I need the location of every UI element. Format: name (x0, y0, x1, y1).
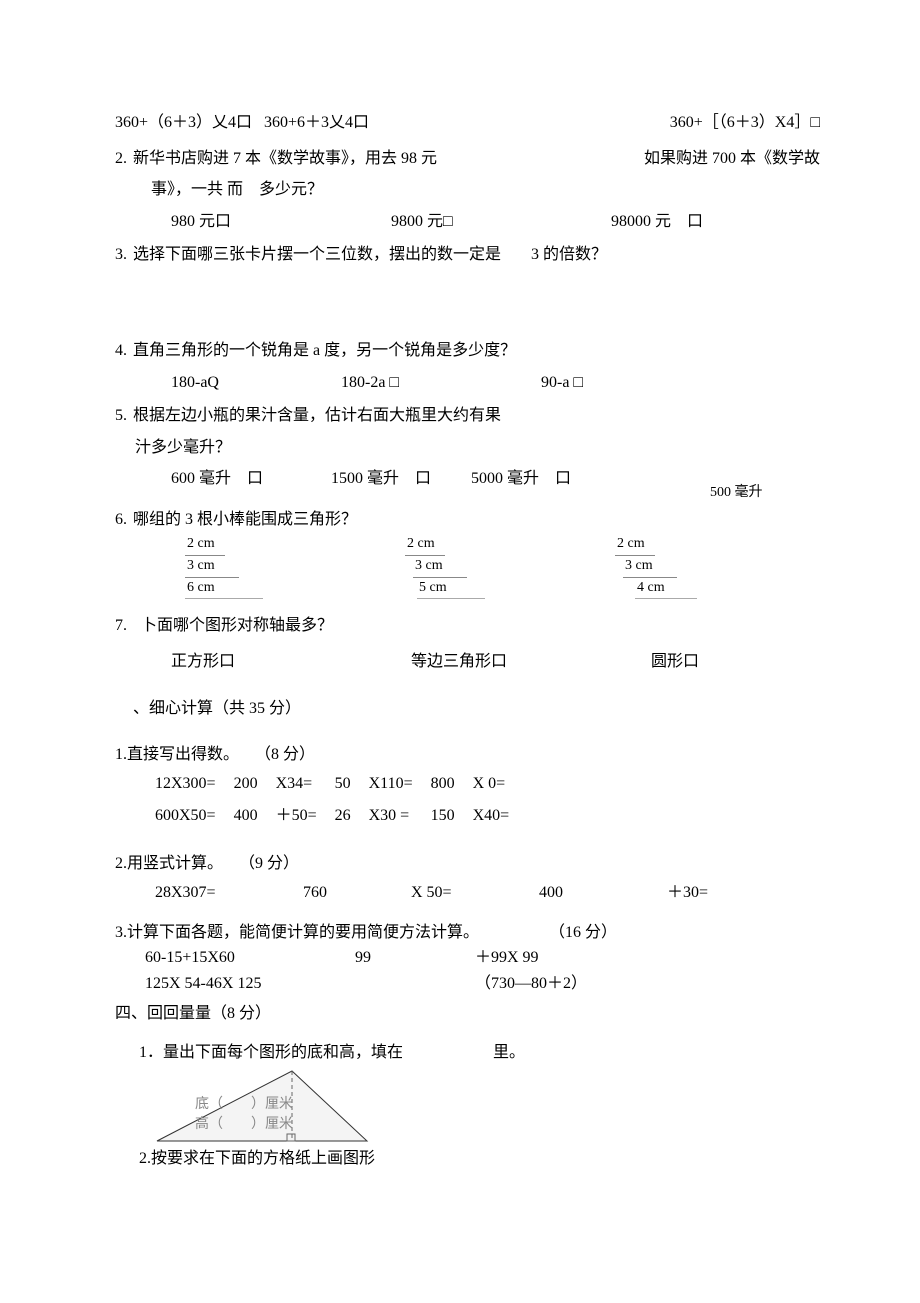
q6-group-3[interactable]: 2 cm 3 cm 4 cm (615, 534, 697, 599)
s3-p2-head: 2.用竖式计算。 （9 分） (115, 851, 820, 877)
q2-number: 2. (115, 146, 127, 172)
s3-p3-r1c: ＋99X 99 (475, 945, 539, 971)
q3-text-a: 选择下面哪三张卡片摆一个三位数，摆出的数一定是 (133, 242, 501, 268)
q5-number: 5. (115, 403, 127, 429)
q4-option-b[interactable]: 180-2a □ (341, 370, 541, 396)
q7-option-c[interactable]: 圆形口 (651, 649, 699, 675)
q6-g3-a: 2 cm (615, 534, 655, 556)
q5-text-line1: 根据左边小瓶的果汁含量，估计右面大瓶里大约有果 (133, 403, 501, 429)
q5-option-a[interactable]: 600 毫升 口 (171, 466, 331, 504)
cell: ＋30= (659, 878, 716, 908)
q4-number: 4. (115, 338, 127, 364)
q2-text-line1a: 新华书店购进 7 本《数学故事》，用去 98 元 (133, 146, 437, 172)
q3-number: 3. (115, 242, 127, 268)
q6: 6. 哪组的 3 根小棒能围成三角形？ (115, 507, 820, 533)
cell: X 50= (403, 878, 529, 908)
cell: X110= (361, 769, 421, 799)
s4-p1-text-b: 里。 (493, 1040, 525, 1066)
q6-g3-b: 3 cm (623, 556, 677, 578)
q6-number: 6. (115, 507, 127, 533)
cell: 760 (295, 878, 401, 908)
s3-p3-head-a: 3.计算下面各题，能简便计算的要用简便方法计算。 (115, 920, 479, 946)
q6-g1-a: 2 cm (185, 534, 225, 556)
q7: 7. 卜面哪个图形对称轴最多？ (115, 613, 820, 639)
section3-title: 、细心计算（共 35 分） (133, 696, 820, 722)
q4-option-a[interactable]: 180-aQ (171, 370, 341, 396)
q1-option-b[interactable]: 360+6＋3乂4口 (264, 110, 369, 136)
cell: X 0= (465, 769, 518, 799)
table-row: 28X307= 760 X 50= 400 ＋30= (147, 878, 716, 908)
q1-option-a[interactable]: 360+（6＋3）乂4口 (115, 110, 252, 136)
cell: X34= (268, 769, 325, 799)
cell: 26 (327, 801, 359, 831)
cell: 800 (423, 769, 463, 799)
q7-number: 7. (115, 613, 127, 639)
s3-p1-head: 1.直接写出得数。 （8 分） (115, 742, 820, 768)
cell: X30 = (361, 801, 421, 831)
q7-option-a[interactable]: 正方形口 (171, 649, 411, 675)
q2-text-line1b: 如果购进 700 本《数学故 (644, 146, 820, 172)
q6-g1-b: 3 cm (185, 556, 239, 578)
triangle-figure: 底（ ）厘米 高（ ）厘米 (147, 1066, 377, 1146)
cell: X40= (465, 801, 518, 831)
cell: 400 (226, 801, 266, 831)
q6-g2-b: 3 cm (413, 556, 467, 578)
section4-title: 四、回回量量（8 分） (115, 1001, 820, 1027)
cell: 50 (327, 769, 359, 799)
q5: 5. 根据左边小瓶的果汁含量，估计右面大瓶里大约有果 (115, 403, 820, 429)
q6-g2-a: 2 cm (405, 534, 445, 556)
q5-bottle-label: 500 毫升 (710, 460, 820, 504)
q6-group-2[interactable]: 2 cm 3 cm 5 cm (405, 534, 615, 599)
q3-text-b: 3 的倍数？ (531, 242, 607, 268)
cell: 200 (226, 769, 266, 799)
s4-p1-text-a: 1．量出下面每个图形的底和高，填在 (139, 1040, 403, 1066)
q1-options-row: 360+（6＋3）乂4口 360+6＋3乂4口 360+［（6＋3）X4］□ (115, 110, 820, 136)
q4-text: 直角三角形的一个锐角是 a 度，另一个锐角是多少度？ (133, 338, 516, 364)
cell: 28X307= (147, 878, 293, 908)
q6-text: 哪组的 3 根小棒能围成三角形？ (133, 507, 357, 533)
table-row: 600X50= 400 ＋50= 26 X30 = 150 X40= (147, 801, 517, 831)
q5-option-c[interactable]: 5000 毫升 口 (471, 466, 571, 504)
s3-p3-head-b: （16 分） (549, 920, 617, 946)
s3-p3-r1b: 99 (355, 945, 475, 971)
s3-p3-r1a: 60-15+15X60 (145, 945, 355, 971)
q3-cards-blank (115, 268, 820, 338)
q5-text-line2: 汁多少毫升？ (135, 435, 820, 461)
q6-g1-c: 6 cm (185, 578, 263, 600)
cell: 12X300= (147, 769, 224, 799)
q4-option-c[interactable]: 90-a □ (541, 370, 583, 396)
q1-option-c[interactable]: 360+［（6＋3）X4］□ (670, 110, 820, 136)
s3-p1-table: 12X300= 200 X34= 50 X110= 800 X 0= 600X5… (145, 767, 519, 832)
q6-group-1[interactable]: 2 cm 3 cm 6 cm (185, 534, 405, 599)
q6-g2-c: 5 cm (417, 578, 485, 600)
triangle-height-label: 高（ ）厘米 (195, 1114, 293, 1136)
cell: 400 (531, 878, 657, 908)
s3-p3-r2b: （730—80＋2） (475, 971, 587, 997)
cell: ＋50= (268, 801, 325, 831)
s3-p2-table: 28X307= 760 X 50= 400 ＋30= (145, 876, 718, 910)
cell: 600X50= (147, 801, 224, 831)
q2-text-line2: 事》，一共 而 多少元？ (151, 177, 820, 203)
table-row: 12X300= 200 X34= 50 X110= 800 X 0= (147, 769, 517, 799)
q2-option-a[interactable]: 980 元口 (171, 209, 391, 235)
q7-text: 卜面哪个图形对称轴最多？ (141, 613, 333, 639)
q2-option-b[interactable]: 9800 元□ (391, 209, 611, 235)
q3: 3. 选择下面哪三张卡片摆一个三位数，摆出的数一定是 3 的倍数？ (115, 242, 820, 268)
q2: 2. 新华书店购进 7 本《数学故事》，用去 98 元 如果购进 700 本《数… (115, 146, 820, 172)
cell: 150 (423, 801, 463, 831)
q2-option-c[interactable]: 98000 元 口 (611, 209, 703, 235)
q5-option-b[interactable]: 1500 毫升 口 (331, 466, 471, 504)
s3-p3-r2a: 125X 54-46X 125 (145, 971, 475, 997)
q4: 4. 直角三角形的一个锐角是 a 度，另一个锐角是多少度？ (115, 338, 820, 364)
s4-p2-text: 2.按要求在下面的方格纸上画图形 (139, 1146, 820, 1172)
q7-option-b[interactable]: 等边三角形口 (411, 649, 651, 675)
q6-g3-c: 4 cm (635, 578, 697, 600)
